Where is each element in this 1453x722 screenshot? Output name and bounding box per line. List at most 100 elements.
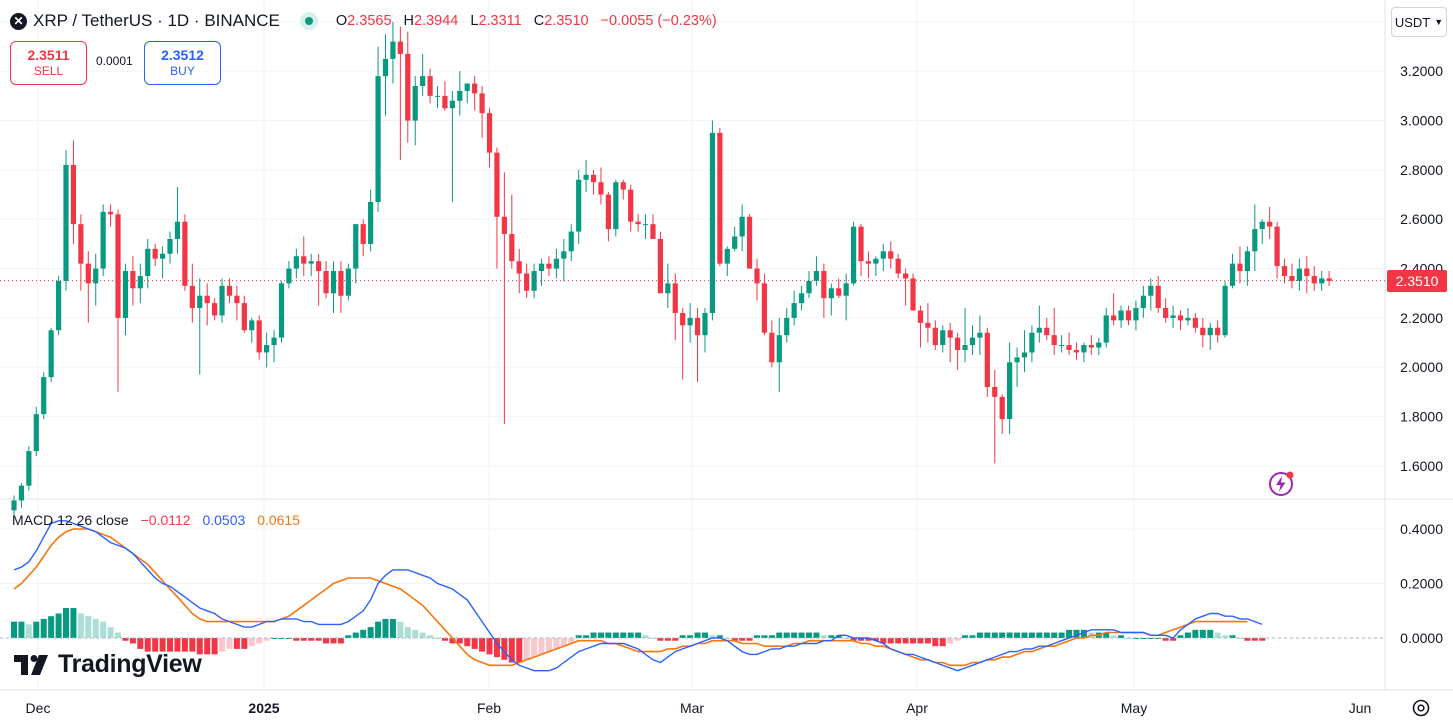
candle [888,241,894,269]
macd-histogram-bar [1259,638,1266,641]
time-axis-label: Feb [477,700,501,716]
candle [917,305,924,348]
macd-histogram-bar [895,638,902,644]
macd-histogram-bar [657,638,664,641]
candle-body [910,278,916,311]
candle [434,86,441,109]
candle-body [1237,263,1243,272]
candle-body [576,179,582,232]
macd-axis-label: 0.2000 [1400,576,1443,592]
macd-histogram-bar [412,629,419,638]
macd-histogram-bar [85,616,92,638]
macd-histogram-bar [204,638,211,655]
candle [724,246,730,276]
candle-body [457,90,463,101]
candle-body [962,345,968,350]
candle [26,446,32,491]
candle-body [107,211,114,215]
candle-body [472,83,478,94]
candle [865,251,872,279]
candle [1192,312,1198,333]
symbol-title[interactable]: XRP / TetherUS · 1D · BINANCE [33,11,280,30]
candle-body [301,256,307,264]
candle-body [754,268,760,284]
macd-histogram-bar [226,638,233,649]
gear-icon[interactable] [1409,696,1433,720]
macd-histogram-bar [999,632,1006,638]
candle [1177,310,1184,331]
tradingview-logo[interactable]: TradingView [14,650,202,679]
macd-histogram-bar [1021,632,1028,638]
candle [1036,305,1042,343]
macd-histogram-bar [196,638,203,655]
macd-histogram-bar [211,638,218,655]
candle-body [427,76,433,96]
macd-histogram-bar [1028,632,1035,638]
candle-body [1155,285,1161,309]
candle [784,308,790,343]
candle-body [316,261,322,272]
macd-histogram-bar [441,638,448,641]
candle-body [776,335,782,363]
candle-body [1252,229,1258,252]
candle-body [665,283,671,294]
candle [1118,305,1124,328]
candle [1059,335,1065,353]
macd-histogram-bar [315,638,322,641]
candle [1252,204,1258,272]
macd-histogram-bar [1214,632,1221,638]
candle-body [769,332,775,363]
candle-body [1244,251,1250,272]
candle [1007,342,1013,434]
candle [947,322,953,363]
symbol-header[interactable]: ✕ XRP / TetherUS · 1D · BINANCE O2.3565 … [10,8,717,34]
macd-histogram-bar [330,638,337,644]
macd-histogram-bar [1170,638,1177,641]
candle [984,327,990,397]
price-axis-label: 1.6000 [1400,458,1443,474]
macd-histogram-bar [48,616,55,638]
macd-histogram-bar [910,638,917,644]
ohlc-low: L2.3311 [470,13,522,29]
candle-body [160,253,166,259]
macd-histogram-bar [70,608,77,638]
candle [360,219,366,257]
macd-axis-label: 0.4000 [1400,521,1443,537]
macd-histogram-bar [181,638,188,652]
flash-alert-icon[interactable] [1267,470,1295,498]
price-change: −0.0055 (−0.23%) [600,13,717,29]
candle-body [1125,310,1132,321]
sell-button[interactable]: 2.3511 SELL [10,41,87,85]
currency-dropdown[interactable]: USDT ▼ [1391,7,1447,37]
candle-body [249,320,255,331]
macd-axis-label: 0.0000 [1400,630,1443,646]
macd-histogram-bar [137,638,144,649]
candle-body [1222,285,1228,336]
macd-histogram-bar [1073,629,1080,638]
macd-histogram-bar [18,621,25,638]
candle [1289,263,1295,289]
candle [63,150,69,291]
macd-histogram-bar [560,638,567,647]
macd-histogram-bar [924,638,931,644]
buy-button[interactable]: 2.3512 BUY [144,41,221,85]
macd-histogram-bar [820,635,827,638]
macd-histogram-bar [545,638,552,652]
candle-body [925,322,931,328]
candle-body [635,221,641,225]
candle-body [1185,317,1191,321]
candle [962,308,968,363]
candle [769,320,775,368]
market-open-icon [299,12,318,30]
macd-histogram-value: −0.0112 [140,512,191,528]
candle-body [278,283,285,338]
candle [1326,271,1332,286]
macd-histogram-bar [174,638,181,652]
candle-body [642,224,649,226]
macd-histogram-bar [687,635,694,638]
candle-body [538,263,545,272]
candle-body [672,283,678,313]
candle [509,194,515,269]
macd-legend[interactable]: MACD 12 26 close −0.0112 0.0503 0.0615 [12,512,300,528]
